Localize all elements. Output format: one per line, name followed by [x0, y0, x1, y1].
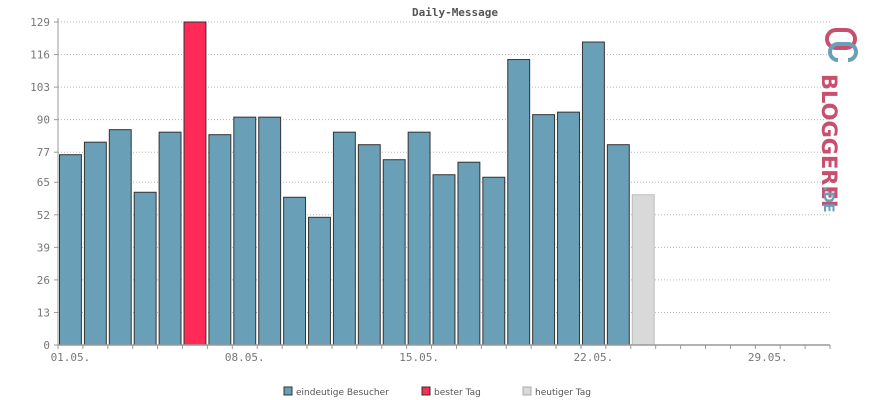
legend-label: heutiger Tag — [535, 388, 591, 398]
y-tick-label: 39 — [37, 241, 50, 254]
bar-visitors — [382, 159, 406, 346]
bar-visitors — [59, 154, 82, 346]
y-tick-label: 90 — [37, 114, 50, 127]
bar-visitors — [557, 111, 580, 346]
legend-label: bester Tag — [434, 388, 481, 398]
legend-swatch — [421, 386, 431, 396]
y-tick-label: 77 — [37, 146, 50, 159]
x-tick-label: 15.05. — [399, 351, 439, 364]
bar-visitors — [482, 176, 506, 346]
bar-visitors — [357, 144, 381, 346]
bar-visitors — [158, 131, 182, 346]
bar-visitors — [432, 174, 456, 346]
bar-visitors — [208, 134, 232, 346]
bar-visitors — [233, 116, 257, 346]
y-tick-label: 13 — [37, 306, 50, 319]
y-tick-label: 116 — [30, 49, 50, 62]
bar-visitors — [581, 41, 605, 346]
bloggerei-logo: BLOGGEREI .DE — [817, 28, 858, 213]
logo-icon — [825, 28, 858, 62]
bar-visitors — [532, 114, 556, 346]
bar-visitors — [507, 59, 531, 346]
x-tick-label: 01.05. — [51, 351, 91, 364]
legend-label: eindeutige Besucher — [296, 388, 389, 398]
y-tick-label: 103 — [30, 81, 50, 94]
bars — [59, 21, 655, 346]
y-tick-label: 26 — [37, 274, 50, 287]
y-tick-label: 65 — [37, 176, 50, 189]
y-tick-label: 129 — [30, 16, 50, 29]
logo-text-main: BLOGGEREI — [817, 74, 841, 208]
bar-visitors — [308, 216, 331, 346]
bar-visitors — [283, 196, 307, 346]
bar-today — [631, 194, 655, 346]
x-tick-label: 22.05. — [574, 351, 614, 364]
axes: 0 13 26 39 52 65 77 90 103 116 129 01.05. 08.05. 15.0… — [30, 16, 831, 364]
bar-visitors — [606, 144, 630, 346]
bar-visitors — [83, 141, 107, 346]
x-tick-label: 29.05. — [748, 351, 788, 364]
bar-visitors — [133, 191, 157, 346]
legend: eindeutige Besucher bester Tag heutiger Ta… — [283, 386, 591, 398]
bar-visitors — [258, 116, 282, 346]
legend-swatch — [522, 386, 532, 396]
y-tick-label: 0 — [43, 339, 50, 352]
legend-swatch — [283, 386, 293, 396]
logo-text-suffix: .DE — [820, 186, 836, 213]
x-tick-label: 08.05. — [225, 351, 265, 364]
bar-visitors — [457, 161, 481, 346]
chart-title: Daily-Message — [412, 6, 498, 19]
bar-visitors — [108, 129, 132, 346]
bar-visitors — [407, 131, 431, 346]
y-tick-label: 52 — [37, 209, 50, 222]
bar-visitors — [332, 131, 356, 346]
bar-best-day — [183, 21, 207, 346]
